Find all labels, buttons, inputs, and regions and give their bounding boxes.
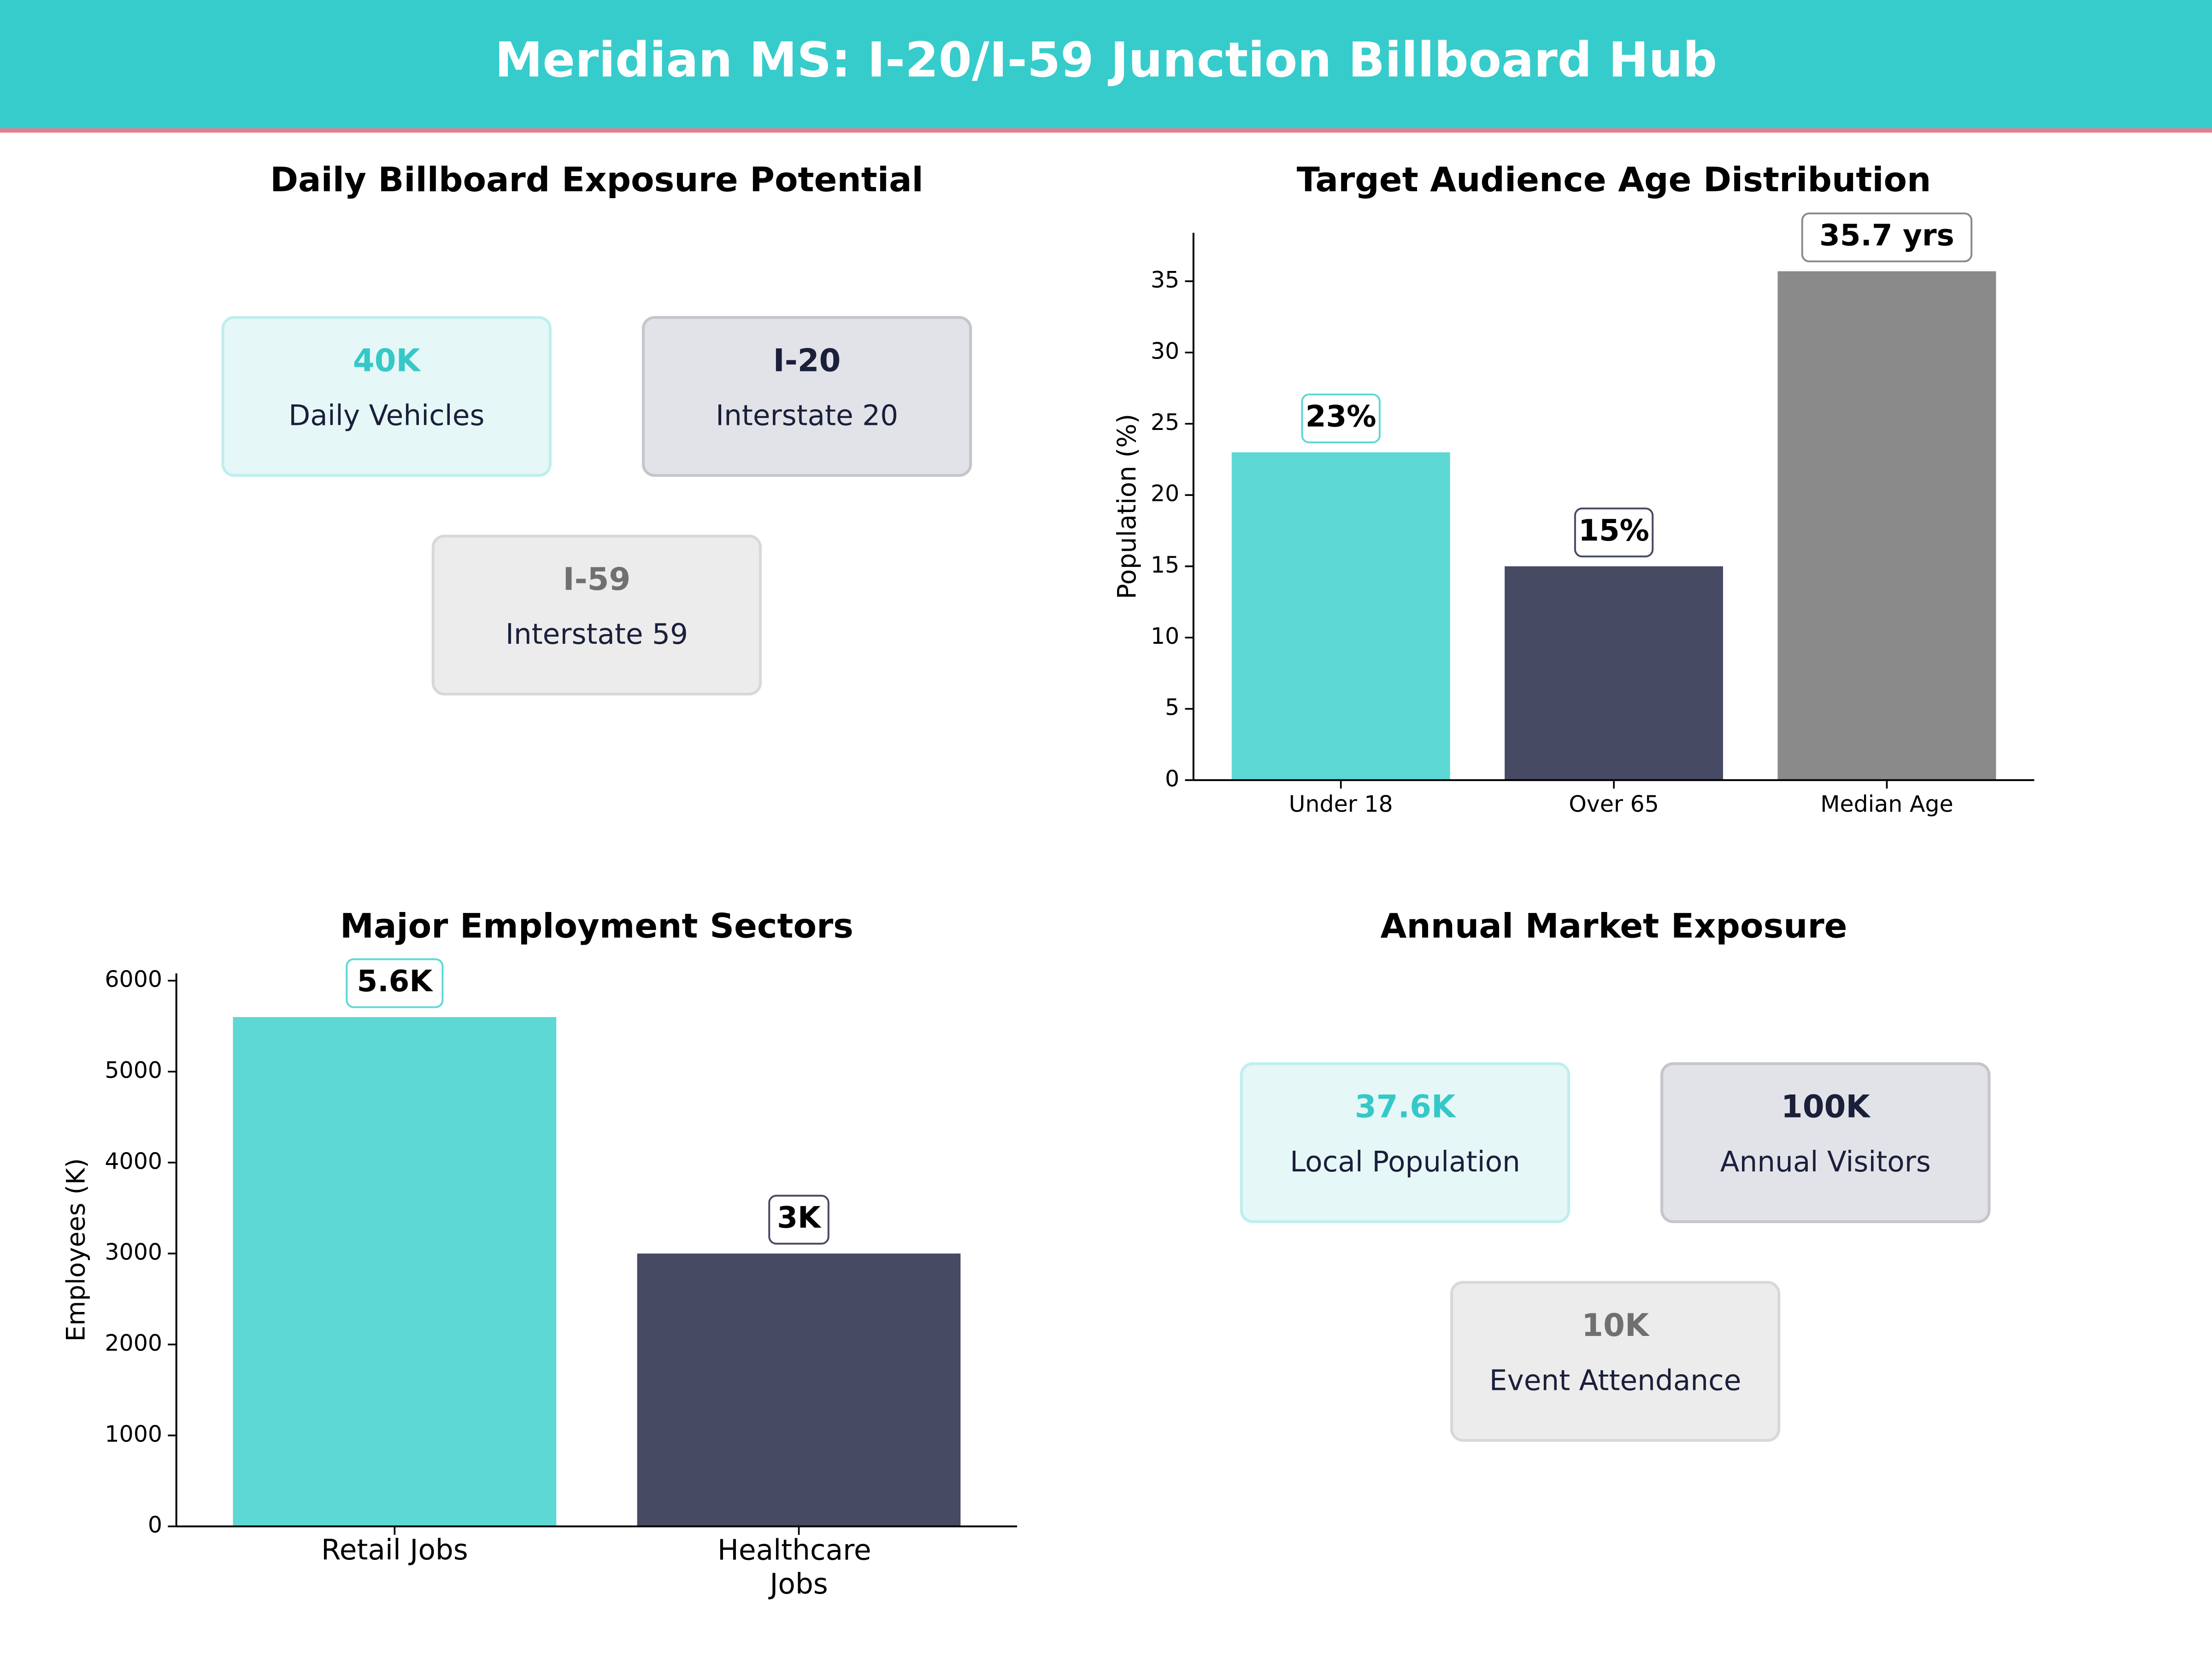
value-label-box xyxy=(1574,507,1654,558)
value-label-box xyxy=(346,958,444,1008)
kpi-value: 37.6K xyxy=(1355,1088,1457,1125)
y-tick-label: 1000 xyxy=(105,1421,162,1447)
y-tick-label: 0 xyxy=(1165,765,1179,792)
kpi-value: 10K xyxy=(1582,1307,1650,1343)
y-tick-label: 3000 xyxy=(105,1239,162,1265)
kpi-card xyxy=(641,316,972,477)
y-tick-label: 10 xyxy=(1151,623,1179,649)
kpi-card xyxy=(221,316,552,477)
kpi-label: Local Population xyxy=(1290,1146,1520,1178)
bar xyxy=(1505,566,1723,780)
panel-title: Annual Market Exposure xyxy=(1381,906,1847,946)
y-tick-label: 0 xyxy=(148,1512,162,1538)
chart-title: Major Employment Sectors xyxy=(340,906,853,946)
value-label: 35.7 yrs xyxy=(1819,218,1954,253)
y-tick-label: 5 xyxy=(1165,694,1179,721)
header-rule xyxy=(0,128,2212,133)
kpi-label: Annual Visitors xyxy=(1720,1146,1931,1178)
kpi-value: 40K xyxy=(353,342,422,378)
bar xyxy=(637,1253,961,1527)
kpi-label: Daily Vehicles xyxy=(288,400,484,432)
bar xyxy=(233,1017,557,1527)
bar xyxy=(1777,271,1996,780)
kpi-label: Interstate 59 xyxy=(506,618,688,651)
x-tick-label: Over 65 xyxy=(1569,791,1659,817)
x-tick-label: Median Age xyxy=(1820,791,1953,817)
y-tick-label: 20 xyxy=(1151,481,1179,507)
kpi-label: Interstate 20 xyxy=(716,400,898,432)
y-tick-label: 35 xyxy=(1151,267,1179,293)
y-tick-label: 30 xyxy=(1151,338,1179,364)
kpi-card xyxy=(1660,1062,1991,1224)
kpi-card xyxy=(1450,1281,1781,1442)
x-tick-label: Under 18 xyxy=(1289,791,1393,817)
kpi-value: 100K xyxy=(1781,1088,1871,1125)
page-title: Meridian MS: I-20/I-59 Junction Billboar… xyxy=(495,32,1717,88)
bar xyxy=(1231,452,1450,780)
kpi-value: I-59 xyxy=(563,561,631,597)
y-tick-label: 2000 xyxy=(105,1330,162,1356)
kpi-card xyxy=(431,535,762,696)
kpi-card xyxy=(1240,1062,1571,1224)
x-tick-label: Healthcare Jobs xyxy=(718,1534,880,1600)
y-axis-label: Employees (K) xyxy=(61,1158,90,1341)
value-label-box xyxy=(1801,212,1973,263)
y-tick-label: 4000 xyxy=(105,1148,162,1174)
y-tick-label: 5000 xyxy=(105,1057,162,1083)
kpi-label: Event Attendance xyxy=(1489,1365,1741,1397)
y-axis-label: Population (%) xyxy=(1112,414,1141,599)
value-label-box xyxy=(1301,393,1381,444)
value-label: 5.6K xyxy=(357,964,433,999)
value-label: 15% xyxy=(1578,513,1649,548)
header-band xyxy=(0,0,2212,129)
y-tick-label: 15 xyxy=(1151,552,1179,578)
kpi-value: I-20 xyxy=(773,342,841,378)
value-label: 23% xyxy=(1306,400,1377,434)
value-label-box xyxy=(768,1194,830,1245)
chart-title: Target Audience Age Distribution xyxy=(1297,160,1931,200)
value-label: 3K xyxy=(777,1200,822,1235)
y-tick-label: 6000 xyxy=(105,966,162,993)
panel-title: Daily Billboard Exposure Potential xyxy=(270,160,924,200)
y-tick-label: 25 xyxy=(1151,409,1179,435)
x-tick-label: Retail Jobs xyxy=(321,1534,468,1566)
